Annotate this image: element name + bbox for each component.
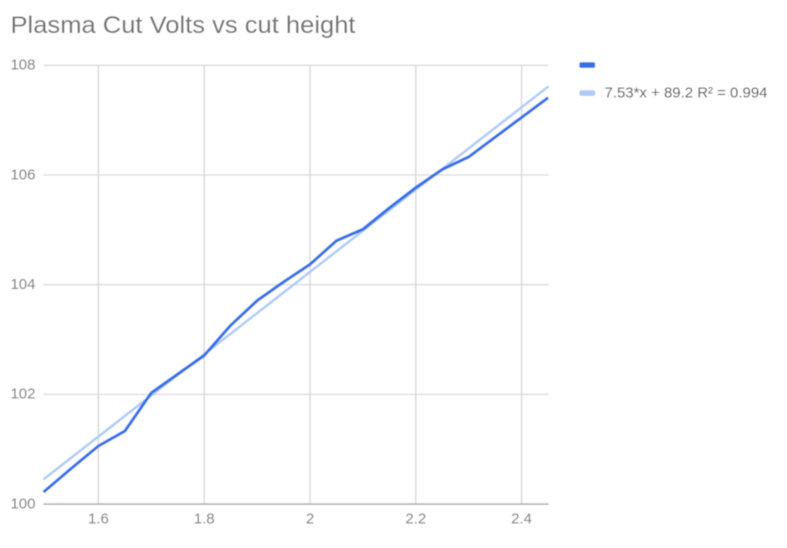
svg-text:2.4: 2.4	[511, 511, 532, 528]
svg-text:104: 104	[10, 276, 35, 293]
svg-text:106: 106	[10, 166, 35, 183]
svg-text:1.8: 1.8	[194, 511, 215, 528]
svg-text:1.6: 1.6	[88, 511, 109, 528]
svg-text:108: 108	[10, 57, 35, 74]
svg-text:100: 100	[10, 495, 35, 512]
svg-text:7.53*x + 89.2 R² = 0.994: 7.53*x + 89.2 R² = 0.994	[605, 84, 768, 101]
svg-text:102: 102	[10, 386, 35, 403]
svg-text:2: 2	[306, 511, 314, 528]
svg-text:2.2: 2.2	[405, 511, 426, 528]
svg-text:Plasma Cut Volts vs cut height: Plasma Cut Volts vs cut height	[11, 12, 356, 39]
